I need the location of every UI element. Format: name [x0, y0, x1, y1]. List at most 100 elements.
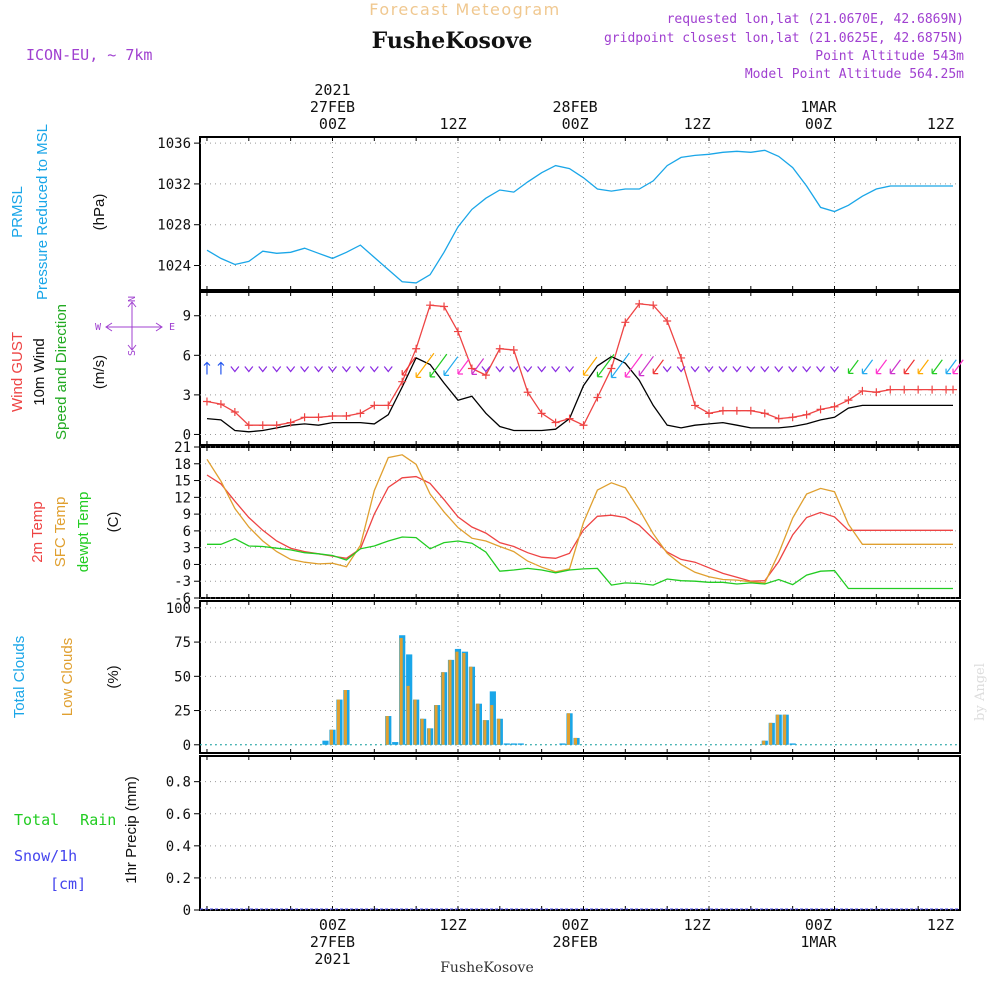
bottom-time-label: 12Z [440, 916, 467, 934]
gust-point [858, 386, 867, 395]
low-clouds-label: Low Clouds [59, 638, 76, 716]
wind-direction-arrow [286, 366, 296, 373]
model-name: ICON-EU, ~ 7km [26, 46, 152, 64]
wind-direction-arrow [788, 366, 798, 373]
low-cloud-bar [420, 718, 424, 745]
temp-ytick-label: 6 [183, 524, 191, 540]
low-cloud-bar [427, 728, 431, 745]
temp-ytick-label: 18 [174, 457, 191, 473]
low-cloud-bar [336, 699, 340, 745]
gust-point [635, 299, 644, 308]
wind-direction-arrow [662, 366, 672, 373]
top-time-label: 00Z [805, 115, 832, 133]
wind-direction-arrow [816, 366, 826, 373]
gust-point [244, 421, 253, 430]
bottom-time-label: 2021 [314, 950, 350, 968]
wind-direction-arrow [861, 359, 874, 375]
wind-direction-arrow [624, 353, 643, 378]
total-cloud-bar [322, 740, 329, 745]
temp-ytick-label: 15 [174, 474, 191, 490]
wind-direction-arrow [401, 356, 416, 376]
wind-direction-arrow [551, 366, 561, 373]
gust-point [453, 327, 462, 336]
gust-point [565, 414, 574, 423]
low-cloud-bar [455, 651, 459, 745]
wind-direction-arrow [676, 366, 686, 373]
pressure-ytick-label: 1028 [157, 218, 191, 234]
low-cloud-bar [385, 716, 389, 745]
precip-ytick-label: 0.4 [166, 839, 191, 855]
top-time-label: 27FEB [310, 98, 355, 116]
wind-direction-arrow [509, 366, 519, 373]
compass-west: W [95, 322, 102, 333]
wind-direction-arrow [690, 366, 700, 373]
wind-direction-arrow [704, 366, 714, 373]
precip-frame [199, 755, 961, 911]
clouds-ytick-label: 50 [174, 669, 191, 685]
low-cloud-bar [399, 637, 403, 745]
wind-direction-arrow [917, 359, 929, 375]
wind-direction-arrow [355, 366, 365, 373]
wind-direction-arrow [457, 358, 470, 375]
panel-frames [199, 136, 961, 911]
pressure-ytick-label: 1032 [157, 177, 191, 193]
wind-direction-arrow [732, 366, 742, 373]
top-time-label: 00Z [319, 115, 346, 133]
wind-direction-arrow [230, 366, 240, 373]
sfc-temp-label: SFC Temp [52, 497, 69, 568]
gust-point [942, 385, 951, 394]
total-cloud-bar [510, 743, 517, 745]
wind-direction-arrow [774, 366, 784, 373]
snow-label: Snow/1h [14, 847, 77, 865]
gust-point [342, 411, 351, 420]
bottom-time-label: 28FEB [553, 933, 598, 951]
requested-point: requested lon,lat (21.0670E, 42.6869N) [667, 12, 964, 27]
wind-direction-arrow [596, 353, 615, 378]
total-cloud-bar [503, 743, 510, 745]
gust-point [928, 385, 937, 394]
compass-east: E [169, 322, 175, 333]
gust-point [300, 413, 309, 422]
low-cloud-bar [566, 713, 571, 745]
low-cloud-bar [343, 690, 347, 745]
gust-point [621, 318, 630, 327]
wind-direction-arrow [582, 356, 598, 376]
gust-point [495, 344, 504, 353]
wind-direction-arrow [523, 366, 533, 373]
gust-point [677, 353, 686, 362]
gust-point [949, 385, 958, 394]
temp-ytick-label: 0 [183, 557, 191, 573]
pressure-ytick-label: 1024 [157, 259, 191, 275]
wind-direction-arrow [903, 359, 915, 375]
gust-point [286, 418, 295, 427]
wind-direction-arrow [272, 366, 282, 373]
bottom-time-label: 12Z [684, 916, 711, 934]
low-cloud-bar [776, 714, 780, 745]
gust-point [607, 364, 616, 373]
wind-direction-arrow [746, 366, 756, 373]
temp-ytick-label: 12 [174, 490, 191, 506]
point-altitude: Point Altitude 543m [815, 49, 964, 64]
location-title: FusheKosove [372, 28, 533, 54]
low-cloud-bar [448, 659, 452, 745]
gust-point [370, 401, 379, 410]
temp2m-label: 2m Temp [29, 501, 46, 562]
clouds-ytick-label: 100 [166, 601, 191, 617]
gust-point [914, 385, 923, 394]
clouds-ytick-label: 75 [174, 635, 191, 651]
compass-north: N [127, 296, 138, 302]
low-cloud-bar [462, 653, 466, 745]
wind-ytick-label: 9 [183, 309, 191, 325]
wind-direction-arrow [638, 355, 654, 377]
wind-panel: 0 3 6 9 [183, 292, 964, 445]
low-cloud-bar [483, 720, 487, 745]
total-cloud-bar [789, 743, 796, 745]
low-cloud-bar [469, 666, 473, 745]
gust-point [398, 377, 407, 386]
gust-point [746, 406, 755, 415]
wind-direction-arrow [415, 352, 435, 378]
clouds-ytick-label: 0 [183, 738, 191, 754]
